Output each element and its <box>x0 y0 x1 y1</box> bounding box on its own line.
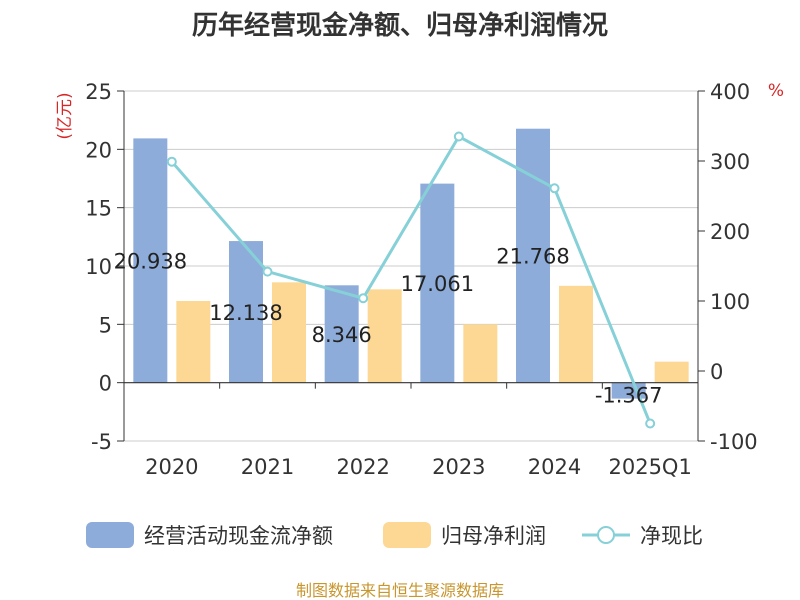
y-right-tick-label: 200 <box>710 220 750 244</box>
y-left-tick-label: 0 <box>99 372 112 396</box>
ratio-point <box>645 418 656 429</box>
x-tick-label: 2021 <box>241 455 294 479</box>
legend-swatch-cashflow <box>86 522 134 548</box>
x-tick-label: 2023 <box>432 455 485 479</box>
cashflow-bar <box>324 285 359 383</box>
cashflow-bar <box>133 138 168 383</box>
legend: 经营活动现金流净额 归母净利润 净现比 <box>86 522 703 548</box>
y-right-tick-label: -100 <box>710 430 758 454</box>
legend-marker-ratio <box>597 526 615 544</box>
net-profit-bar <box>463 324 498 383</box>
x-tick-label: 2020 <box>145 455 198 479</box>
y-left-axis-label: (亿元) <box>55 92 75 139</box>
net-profit-bar <box>367 289 402 383</box>
cashflow-data-label: 20.938 <box>114 250 187 274</box>
data-labels: 20.938 12.138 8.346 17.061 21.768 -1.367 <box>114 245 663 408</box>
cashflow-data-label: 21.768 <box>496 245 569 269</box>
y-left-tick-label: -5 <box>91 430 112 454</box>
y-right-tick-label: 0 <box>710 360 723 384</box>
y-right-tick-label: 400 <box>710 80 750 104</box>
ratio-point <box>262 266 273 277</box>
cashflow-data-label: -1.367 <box>595 384 663 408</box>
ratio-polyline <box>170 134 652 425</box>
y-left-tick-label: 10 <box>85 255 112 279</box>
axes: -5 0 5 10 15 20 25 -100 0 100 200 300 400 2020 2021 202… <box>85 80 757 479</box>
y-right-tick-label: 300 <box>710 150 750 174</box>
x-tick-label: 2025Q1 <box>608 455 691 479</box>
ratio-point <box>549 183 560 194</box>
legend-label-cashflow: 经营活动现金流净额 <box>144 524 333 548</box>
x-tick-label: 2024 <box>528 455 581 479</box>
cashflow-bar <box>229 241 263 383</box>
net-profit-bar <box>176 301 211 383</box>
cashflow-data-label: 8.346 <box>312 323 372 347</box>
cashflow-bar <box>420 183 455 383</box>
grid-lines <box>124 90 698 442</box>
ratio-point <box>166 156 177 167</box>
legend-label-ratio: 净现比 <box>640 524 703 548</box>
y-left-tick-label: 20 <box>85 138 112 162</box>
ratio-point <box>358 293 369 304</box>
legend-swatch-net-profit <box>383 522 431 548</box>
legend-label-net-profit: 归母净利润 <box>441 524 546 548</box>
y-right-tick-label: 100 <box>710 290 750 314</box>
bars <box>133 128 689 399</box>
y-left-tick-label: 25 <box>85 80 112 104</box>
ratio-line <box>166 131 656 429</box>
y-left-tick-label: 5 <box>99 313 112 337</box>
source-note: 制图数据来自恒生聚源数据库 <box>296 581 504 600</box>
y-right-axis-label: % <box>768 81 784 101</box>
net-profit-bar <box>559 285 593 383</box>
cashflow-data-label: 17.061 <box>401 272 474 296</box>
x-tick-label: 2022 <box>336 455 389 479</box>
ratio-point <box>453 131 464 142</box>
cashflow-data-label: 12.138 <box>209 301 282 325</box>
chart-title: 历年经营现金净额、归母净利润情况 <box>192 10 608 41</box>
y-left-tick-label: 15 <box>85 197 112 221</box>
net-profit-bar <box>654 361 689 383</box>
net-profit-bar <box>272 282 306 383</box>
